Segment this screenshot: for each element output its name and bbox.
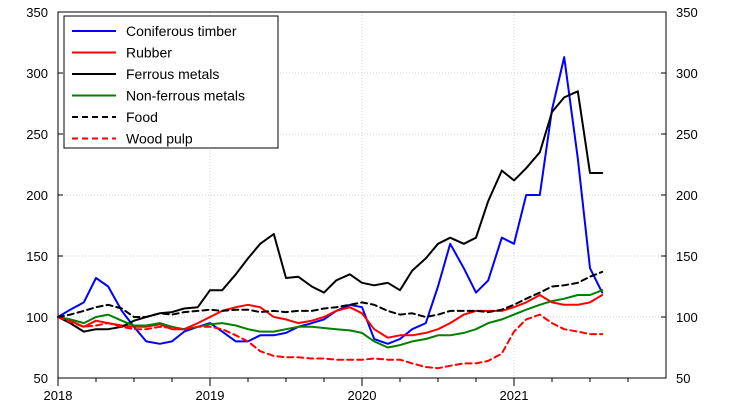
legend-label: Ferrous metals bbox=[126, 66, 219, 82]
series-line-6 bbox=[57, 313, 604, 370]
y-tick-label-right: 350 bbox=[676, 5, 698, 20]
x-tick-label: 2019 bbox=[196, 388, 225, 403]
axis-ticks: 50 50 100 100 150 150 200 200 250 250 300 300 350 350… bbox=[26, 5, 697, 403]
y-tick-label-right: 100 bbox=[676, 310, 698, 325]
legend-label: Food bbox=[126, 109, 158, 125]
x-tick-label: 2020 bbox=[348, 388, 377, 403]
series-line-2 bbox=[57, 294, 604, 339]
y-tick-label-left: 100 bbox=[26, 310, 48, 325]
series-line-4 bbox=[57, 289, 604, 349]
y-tick-label-right: 50 bbox=[676, 371, 690, 386]
legend-label: Coniferous timber bbox=[126, 23, 237, 39]
y-tick-label-left: 300 bbox=[26, 66, 48, 81]
series-lines bbox=[57, 56, 604, 370]
y-tick-label-left: 200 bbox=[26, 188, 48, 203]
y-tick-label-right: 150 bbox=[676, 249, 698, 264]
series-line-1 bbox=[57, 56, 604, 345]
legend: Coniferous timber Rubber Ferrous metals Non… bbox=[63, 15, 279, 149]
y-tick-label-left: 250 bbox=[26, 127, 48, 142]
series-line-5 bbox=[57, 270, 604, 318]
y-tick-label-left: 150 bbox=[26, 249, 48, 264]
legend-box bbox=[63, 15, 279, 149]
legend-label: Rubber bbox=[126, 45, 172, 61]
y-tick-label-right: 250 bbox=[676, 127, 698, 142]
legend-label: Wood pulp bbox=[126, 131, 193, 147]
y-tick-label-left: 50 bbox=[34, 371, 48, 386]
y-tick-label-left: 350 bbox=[26, 5, 48, 20]
y-tick-label-right: 200 bbox=[676, 188, 698, 203]
x-tick-label: 2018 bbox=[44, 388, 73, 403]
y-tick-label-right: 300 bbox=[676, 66, 698, 81]
legend-label: Non-ferrous metals bbox=[126, 88, 245, 104]
x-tick-label: 2021 bbox=[500, 388, 529, 403]
